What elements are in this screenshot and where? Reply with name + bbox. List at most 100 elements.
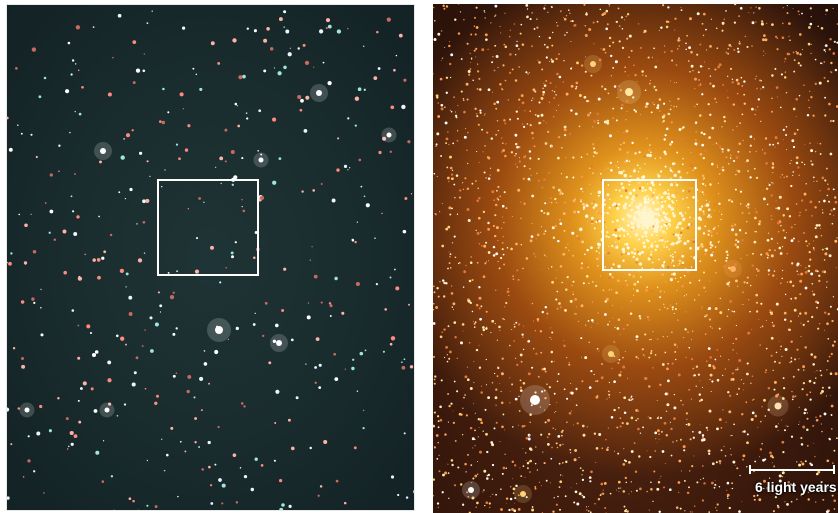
- star: [84, 253, 86, 256]
- star: [555, 442, 558, 445]
- star: [455, 114, 458, 117]
- star: [452, 410, 454, 412]
- star: [459, 11, 462, 13]
- bright-star: [386, 132, 392, 138]
- star: [735, 156, 739, 159]
- star: [187, 124, 191, 128]
- star: [512, 426, 514, 428]
- star: [520, 23, 523, 26]
- star: [389, 276, 392, 279]
- star: [700, 243, 704, 247]
- star: [287, 418, 291, 422]
- star: [754, 414, 758, 418]
- star: [466, 187, 470, 190]
- star: [798, 14, 800, 16]
- star: [790, 357, 793, 359]
- star: [227, 338, 230, 340]
- star: [811, 315, 814, 319]
- core-star: [703, 213, 705, 215]
- star: [692, 436, 695, 439]
- star: [466, 42, 469, 45]
- star: [626, 13, 630, 16]
- core-star: [683, 241, 687, 245]
- star: [241, 157, 244, 160]
- star: [689, 186, 691, 188]
- star: [281, 309, 285, 312]
- star: [474, 16, 476, 19]
- star: [448, 350, 452, 354]
- star: [637, 23, 640, 25]
- star: [557, 373, 560, 375]
- star: [605, 27, 608, 31]
- star: [610, 54, 613, 58]
- star: [612, 117, 614, 119]
- star: [450, 402, 453, 405]
- star: [239, 467, 242, 469]
- star: [492, 224, 496, 228]
- star: [676, 303, 678, 305]
- star: [786, 52, 790, 56]
- star: [810, 160, 812, 162]
- star: [375, 282, 379, 286]
- star: [550, 201, 553, 204]
- star: [497, 261, 499, 262]
- star: [663, 486, 665, 489]
- star: [629, 312, 633, 315]
- star: [593, 155, 595, 157]
- star: [746, 433, 749, 436]
- star: [478, 344, 480, 346]
- star: [502, 216, 504, 218]
- star: [604, 313, 607, 316]
- star: [63, 270, 67, 275]
- star: [240, 402, 244, 405]
- core-star: [639, 216, 643, 219]
- star: [746, 221, 748, 223]
- star: [784, 61, 786, 63]
- core-star: [669, 223, 672, 226]
- star: [590, 370, 593, 373]
- star: [556, 307, 559, 310]
- star: [597, 312, 599, 314]
- star: [511, 215, 513, 217]
- star: [675, 64, 678, 66]
- star: [576, 502, 580, 506]
- star: [492, 56, 494, 58]
- star: [608, 245, 610, 248]
- star: [582, 433, 586, 437]
- star: [630, 397, 632, 399]
- star: [30, 213, 32, 215]
- star: [567, 244, 569, 246]
- star: [812, 424, 815, 427]
- star: [149, 175, 151, 178]
- core-star: [679, 276, 682, 279]
- star: [475, 47, 478, 51]
- star: [516, 363, 519, 367]
- star: [575, 313, 577, 315]
- star: [658, 510, 661, 513]
- core-star: [638, 238, 640, 241]
- star: [820, 423, 822, 425]
- star: [143, 252, 146, 254]
- star: [433, 6, 435, 9]
- star: [476, 261, 479, 264]
- star: [667, 112, 670, 116]
- star: [709, 201, 711, 203]
- core-star: [629, 235, 632, 238]
- star: [452, 302, 456, 306]
- star: [522, 448, 524, 449]
- star: [570, 391, 574, 395]
- star: [687, 331, 689, 333]
- star: [12, 347, 16, 350]
- star: [733, 310, 736, 313]
- core-star: [646, 220, 650, 224]
- star: [446, 354, 448, 356]
- star: [651, 193, 655, 197]
- star: [728, 285, 730, 287]
- star: [702, 477, 705, 479]
- star: [517, 279, 520, 281]
- star: [437, 32, 441, 36]
- star: [548, 433, 551, 436]
- star: [581, 424, 585, 428]
- star: [530, 174, 532, 176]
- star: [735, 78, 739, 82]
